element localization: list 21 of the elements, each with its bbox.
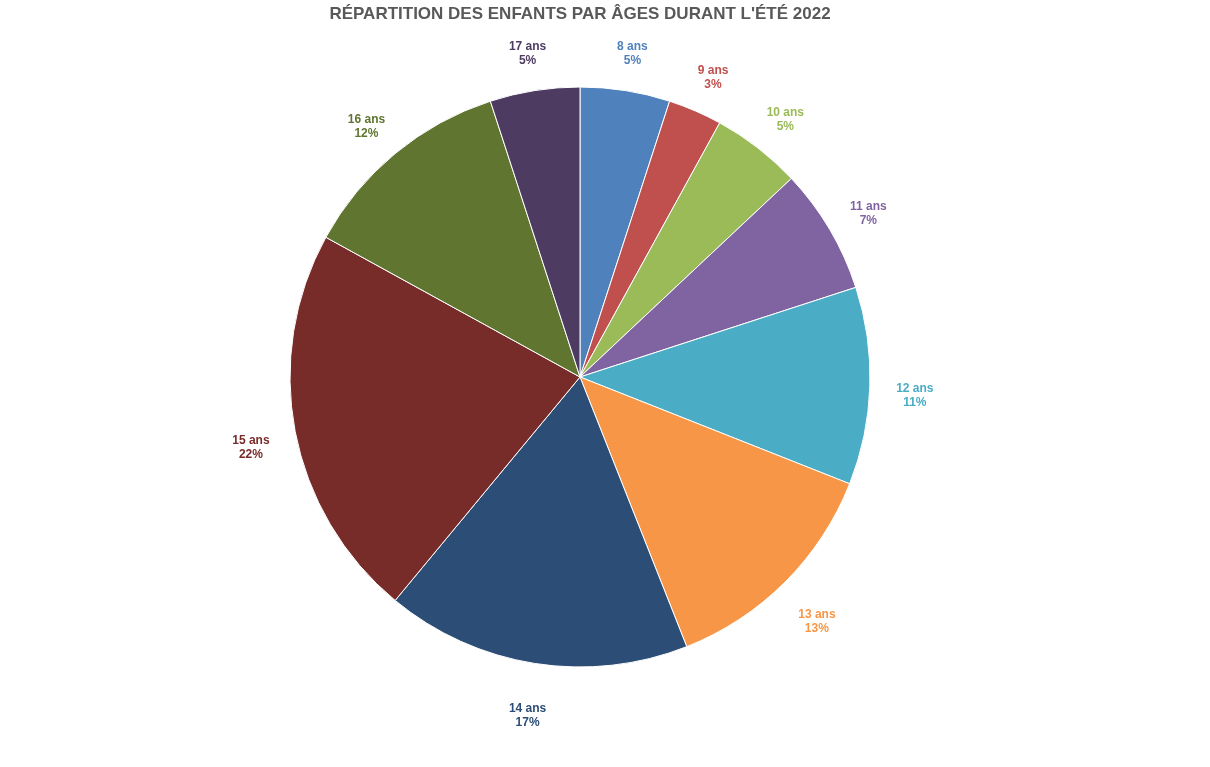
chart-title: RÉPARTITION DES ENFANTS PAR ÂGES DURANT L'ÉTÉ 2022 xyxy=(329,4,831,23)
data-label: 7% xyxy=(859,213,878,228)
slice-label: 17 ans xyxy=(508,39,547,54)
data-label: 5% xyxy=(623,53,642,68)
data-label: 13% xyxy=(804,620,830,635)
slice-label: 11 ans xyxy=(850,199,888,214)
slice-label: 8 ans xyxy=(617,39,649,54)
data-label: 11% xyxy=(903,394,927,409)
slice-label: 15 ans xyxy=(232,432,270,447)
slice-label: 12 ans xyxy=(896,380,934,395)
data-label: 3% xyxy=(704,76,723,91)
slice-label: 10 ans xyxy=(766,105,805,120)
slice-label: 14 ans xyxy=(508,700,547,715)
slice-label: 16 ans xyxy=(347,111,386,126)
data-label: 5% xyxy=(518,53,537,68)
data-label: 17% xyxy=(515,714,540,729)
data-label: 22% xyxy=(238,446,264,461)
data-label: 5% xyxy=(776,119,795,134)
slice-label: 9 ans xyxy=(697,62,729,77)
slice-label: 13 ans xyxy=(798,606,836,621)
data-label: 12% xyxy=(354,125,379,140)
